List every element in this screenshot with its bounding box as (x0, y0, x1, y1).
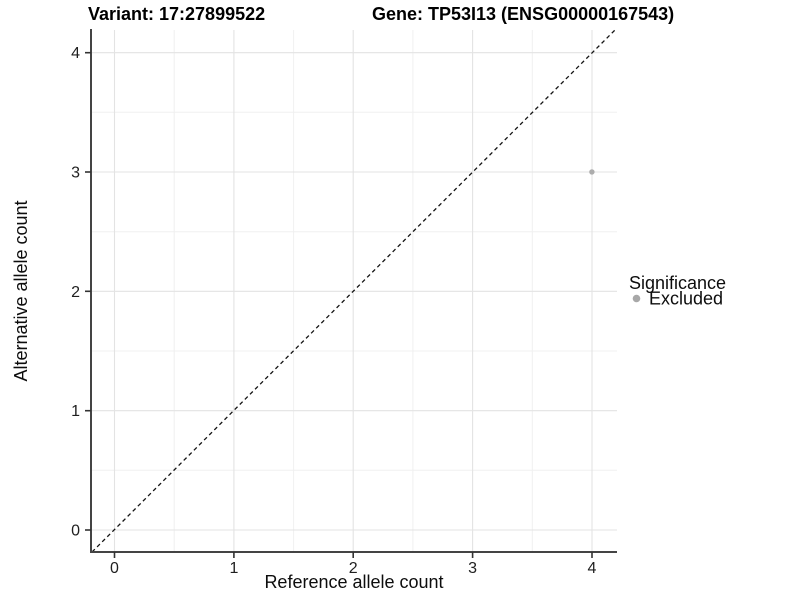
y-tick-4: 4 (71, 45, 80, 62)
legend-title: Significance (629, 273, 726, 293)
gene-title: Gene: TP53I13 (ENSG00000167543) (372, 4, 674, 24)
legend-label-excluded: Excluded (649, 289, 723, 309)
y-tick-labels: 0 1 2 3 4 (71, 45, 80, 539)
x-tick-3: 3 (468, 560, 477, 577)
x-tick-1: 1 (229, 560, 238, 577)
x-tick-4: 4 (588, 560, 597, 577)
x-tick-0: 0 (110, 560, 119, 577)
x-tick-2: 2 (349, 560, 358, 577)
y-tick-2: 2 (71, 284, 80, 301)
x-tick-labels: 0 1 2 3 4 (110, 560, 597, 577)
variant-title: Variant: 17:27899522 (88, 4, 265, 24)
y-tick-1: 1 (71, 403, 80, 420)
y-axis-title: Alternative allele count (11, 200, 31, 381)
y-tick-0: 0 (71, 523, 80, 540)
legend: Significance Excluded (629, 273, 726, 309)
tick-marks (85, 51, 593, 558)
data-point-excluded (589, 169, 595, 175)
x-axis-title: Reference allele count (264, 572, 443, 592)
identity-reference-line (91, 29, 616, 553)
legend-marker-excluded-icon (632, 294, 641, 303)
y-tick-3: 3 (71, 165, 80, 182)
